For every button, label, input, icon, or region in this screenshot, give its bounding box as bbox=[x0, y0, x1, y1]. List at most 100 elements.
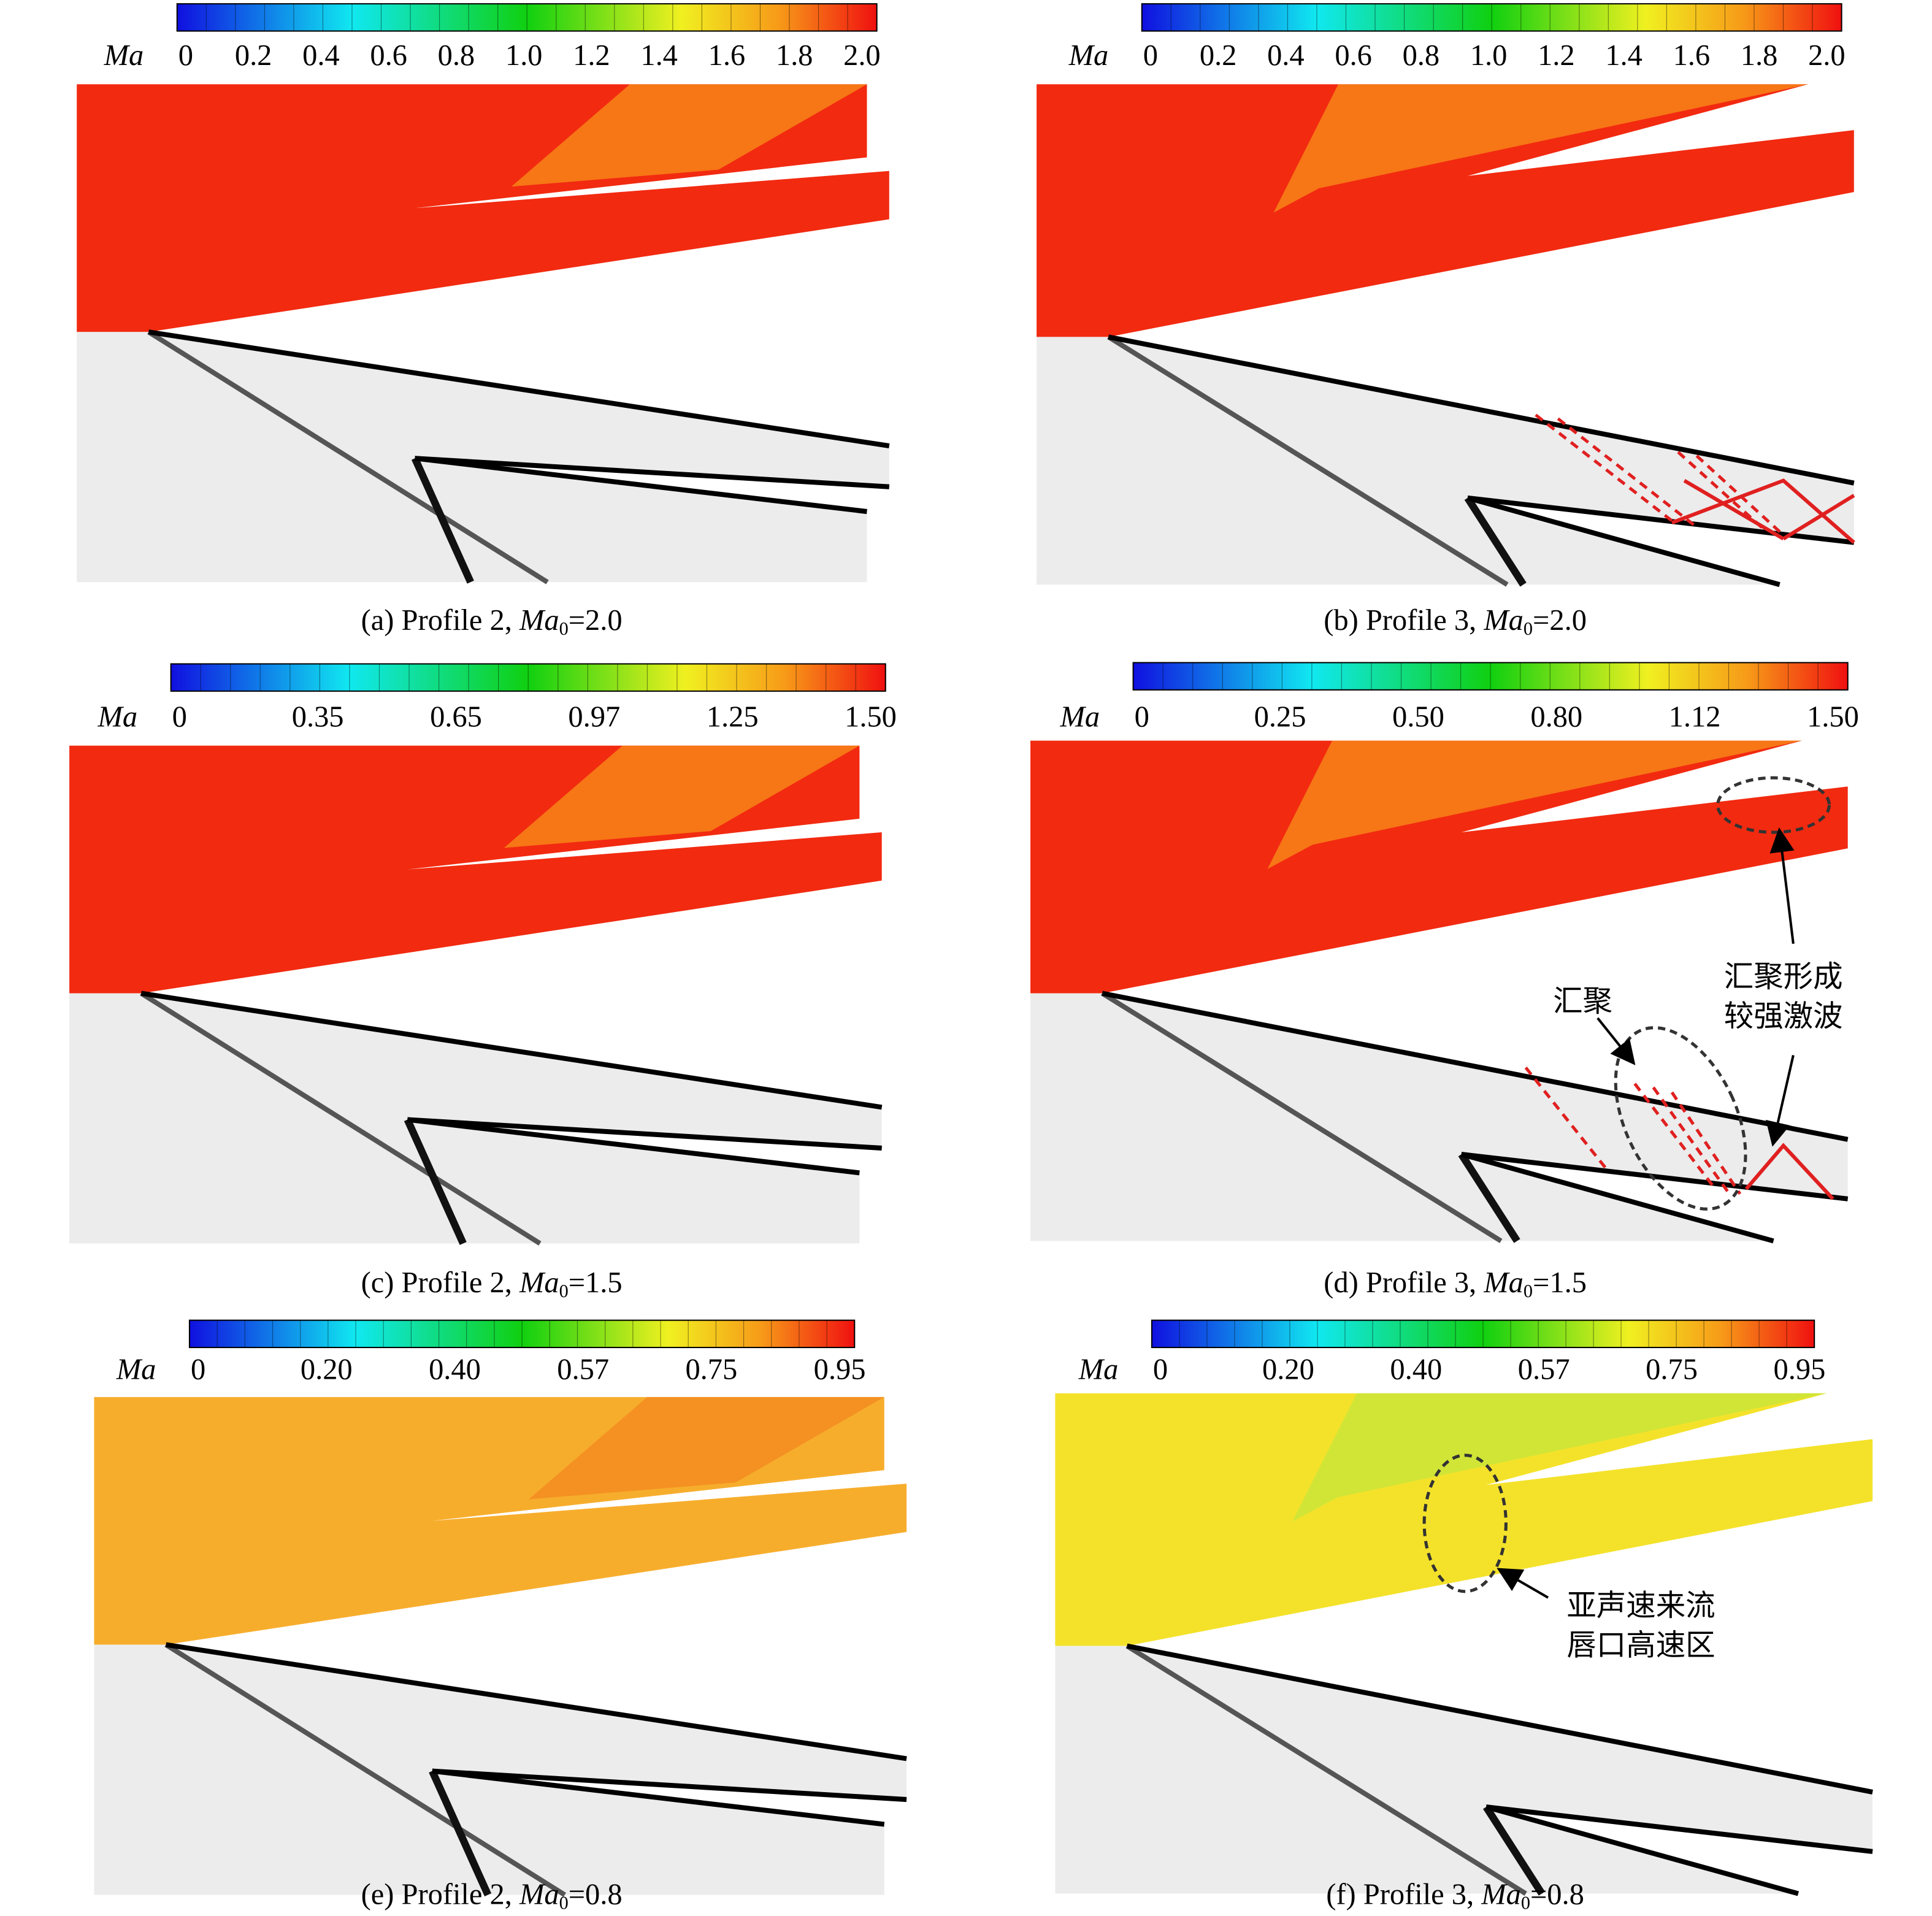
caption-condition: =2.0 bbox=[1533, 604, 1587, 637]
annotation: 汇聚 bbox=[1553, 984, 1612, 1019]
colorbar bbox=[188, 1319, 856, 1349]
mach-contour-region bbox=[504, 745, 860, 848]
colorbar-label: Ma bbox=[1078, 1354, 1119, 1386]
shock bbox=[1464, 496, 1527, 587]
wall bbox=[407, 1117, 860, 1176]
caption-symbol: Ma bbox=[1483, 604, 1524, 637]
schlieren bbox=[94, 1644, 907, 1895]
mach-contour-region bbox=[529, 1397, 884, 1500]
caption: (c) Profile 2, Ma0=1.5 bbox=[361, 1266, 623, 1301]
colorbar-label: Ma bbox=[1059, 700, 1100, 733]
caption-label: (d) Profile 3, bbox=[1324, 1266, 1484, 1299]
mach-contour-region bbox=[1267, 740, 1802, 869]
colorbar-tick-label: 0 bbox=[1143, 39, 1158, 72]
colorbar-tick-label: 0.8 bbox=[438, 39, 475, 72]
caption-symbol: Ma bbox=[519, 604, 559, 637]
colorbar-tick-label: 0 bbox=[1135, 700, 1149, 733]
mach-contour bbox=[1037, 84, 1854, 337]
contour-panel bbox=[69, 745, 883, 1246]
shock bbox=[147, 329, 549, 584]
colorbar-label: Ma bbox=[116, 1354, 156, 1386]
mach-contour bbox=[1055, 1393, 1873, 1646]
shock bbox=[404, 1118, 467, 1245]
shock bbox=[1107, 334, 1509, 587]
shock bbox=[140, 991, 542, 1246]
wall bbox=[1126, 1643, 1873, 1795]
mach-contour-region bbox=[1292, 1393, 1827, 1522]
caption-subscript: 0 bbox=[559, 618, 569, 639]
wall bbox=[1102, 991, 1849, 1142]
colorbar-tick-label: 1.0 bbox=[1470, 39, 1508, 72]
mach-contour-region bbox=[1273, 84, 1809, 213]
colorbar-tick-label: 0.80 bbox=[1530, 700, 1582, 733]
caption: (b) Profile 3, Ma0=2.0 bbox=[1324, 604, 1587, 639]
colorbar-tick-label: 1.0 bbox=[505, 39, 543, 72]
colorbar-tick-label: 1.25 bbox=[707, 700, 759, 733]
wall bbox=[165, 1642, 907, 1761]
colorbar-tick-label: 1.12 bbox=[1669, 700, 1721, 733]
colorbar-tick-label: 0.25 bbox=[1254, 700, 1306, 733]
colorbar-tick-label: 0 bbox=[1153, 1354, 1168, 1386]
contour-panel bbox=[1055, 1393, 1873, 1896]
colorbar-tick-label: 1.4 bbox=[1605, 39, 1643, 72]
colorbar-tick-label: 0.20 bbox=[1262, 1354, 1314, 1386]
wall bbox=[432, 1768, 885, 1827]
mach-contour-region bbox=[511, 84, 867, 187]
colorbar bbox=[1141, 3, 1842, 32]
colorbar-tick-label: 0.35 bbox=[292, 700, 344, 733]
colorbar-tick-label: 0.95 bbox=[1774, 1354, 1826, 1386]
colorbar-tick-label: 0.40 bbox=[1390, 1354, 1442, 1386]
annotation: 唇口高速区 bbox=[1566, 1628, 1715, 1663]
caption: (e) Profile 2, Ma0=0.8 bbox=[361, 1879, 623, 1914]
colorbar-tick-label: 0.65 bbox=[430, 700, 482, 733]
schlieren bbox=[1037, 337, 1854, 585]
colorbar-tick-label: 0.8 bbox=[1403, 39, 1440, 72]
caption-label: (b) Profile 3, bbox=[1324, 604, 1484, 637]
colorbar-tick-label: 0 bbox=[191, 1354, 205, 1386]
colorbar-tick-label: 0 bbox=[178, 39, 193, 72]
contour-panel bbox=[77, 84, 890, 584]
wall bbox=[148, 329, 890, 449]
caption-condition: =1.5 bbox=[1533, 1266, 1587, 1299]
caption-condition: =0.8 bbox=[569, 1879, 623, 1911]
contour-panel bbox=[1037, 84, 1855, 588]
wall bbox=[1485, 1804, 1873, 1854]
wall bbox=[415, 456, 890, 489]
caption-condition: =0.8 bbox=[1530, 1879, 1584, 1911]
caption-subscript: 0 bbox=[559, 1281, 569, 1301]
colorbar-tick-label: 0 bbox=[172, 700, 187, 733]
annotation-marks bbox=[1422, 413, 1855, 1599]
schlieren bbox=[1030, 993, 1848, 1241]
shock bbox=[1482, 1804, 1546, 1896]
caption-subscript: 0 bbox=[1521, 1893, 1530, 1914]
caption-label: (a) Profile 2, bbox=[361, 604, 519, 637]
colorbar-tick-label: 1.50 bbox=[1807, 700, 1859, 733]
colorbar-label: Ma bbox=[1068, 39, 1109, 72]
colorbar-tick-label: 0.6 bbox=[1335, 39, 1372, 72]
annotation: 较强激波 bbox=[1724, 999, 1843, 1033]
caption-symbol: Ma bbox=[1481, 1879, 1521, 1911]
colorbar-tick-label: 1.2 bbox=[1538, 39, 1575, 72]
shock bbox=[1100, 991, 1503, 1243]
colorbar bbox=[1151, 1319, 1815, 1349]
wall bbox=[140, 991, 883, 1110]
wall bbox=[432, 1768, 907, 1803]
colorbar-tick-label: 0.40 bbox=[429, 1354, 481, 1386]
contour-panel bbox=[94, 1397, 907, 1897]
colorbar-tick-label: 0.2 bbox=[1200, 39, 1237, 72]
caption-symbol: Ma bbox=[1483, 1266, 1524, 1299]
colorbar-tick-label: 1.2 bbox=[573, 39, 610, 72]
caption-subscript: 0 bbox=[1524, 1281, 1533, 1301]
wall bbox=[1460, 1152, 1774, 1244]
colorbar-tick-label: 0.75 bbox=[685, 1354, 737, 1386]
colorbar bbox=[176, 3, 878, 32]
wall bbox=[1108, 334, 1855, 486]
caption-subscript: 0 bbox=[559, 1893, 569, 1914]
colorbar-tick-label: 0.57 bbox=[1518, 1354, 1570, 1386]
wall bbox=[414, 456, 867, 515]
colorbar-tick-label: 2.0 bbox=[1808, 39, 1846, 72]
caption-label: (c) Profile 2, bbox=[361, 1266, 519, 1299]
shock bbox=[429, 1769, 492, 1897]
panels bbox=[69, 84, 1873, 1897]
caption-label: (f) Profile 3, bbox=[1326, 1879, 1481, 1911]
